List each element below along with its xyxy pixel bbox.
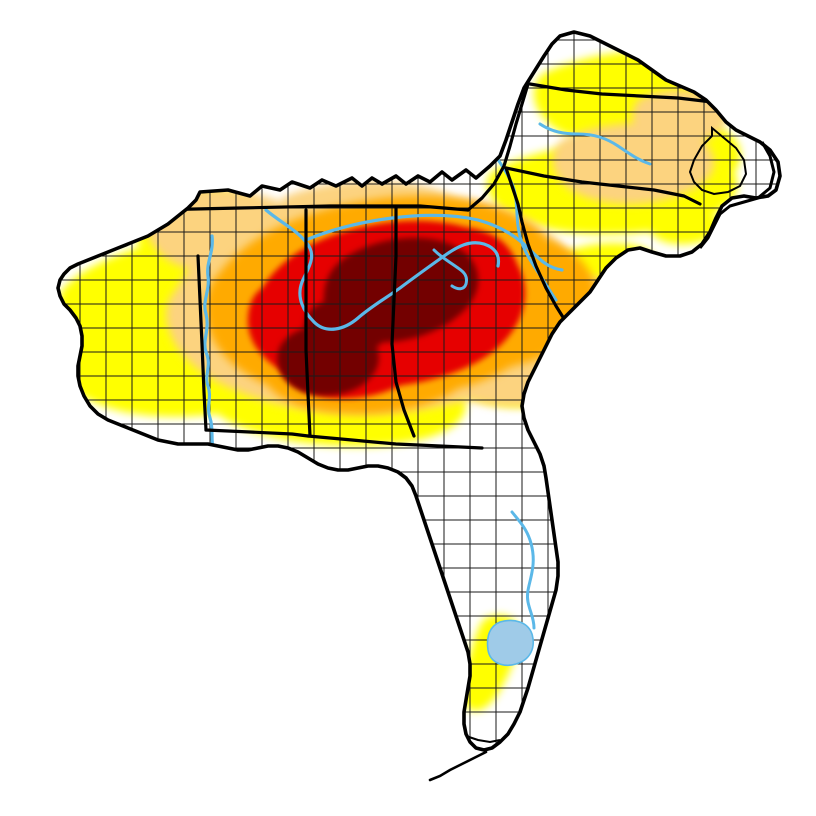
state-borders (148, 82, 714, 450)
tennessee-river-upper (304, 213, 564, 272)
state-border-ms-al (304, 208, 312, 438)
state-border-tn-nc (466, 82, 530, 212)
state-border-nc-va (528, 82, 714, 104)
state-border-tn-south (148, 204, 470, 212)
state-border-al-fl (204, 428, 310, 438)
coastline-outline (56, 30, 782, 782)
state-border-sc-ga (504, 166, 580, 338)
tennessee-river (264, 208, 501, 331)
region-outline (56, 30, 782, 752)
state-border-nc-sc (504, 166, 702, 206)
mississippi-river (203, 234, 216, 454)
state-border-ga-fl (306, 434, 484, 450)
state-border-al-ga (390, 206, 416, 438)
holston-river (538, 122, 652, 166)
florida-bay (465, 735, 501, 744)
state-border-la-ms (196, 254, 208, 432)
lake-okeechobee (486, 619, 534, 666)
drought-category-layer (58, 50, 743, 712)
st-johns-river (510, 510, 536, 630)
florida-keys (428, 750, 488, 782)
savannah-river (432, 248, 468, 291)
outer-banks (698, 141, 776, 249)
pamlico-sound (688, 125, 748, 196)
